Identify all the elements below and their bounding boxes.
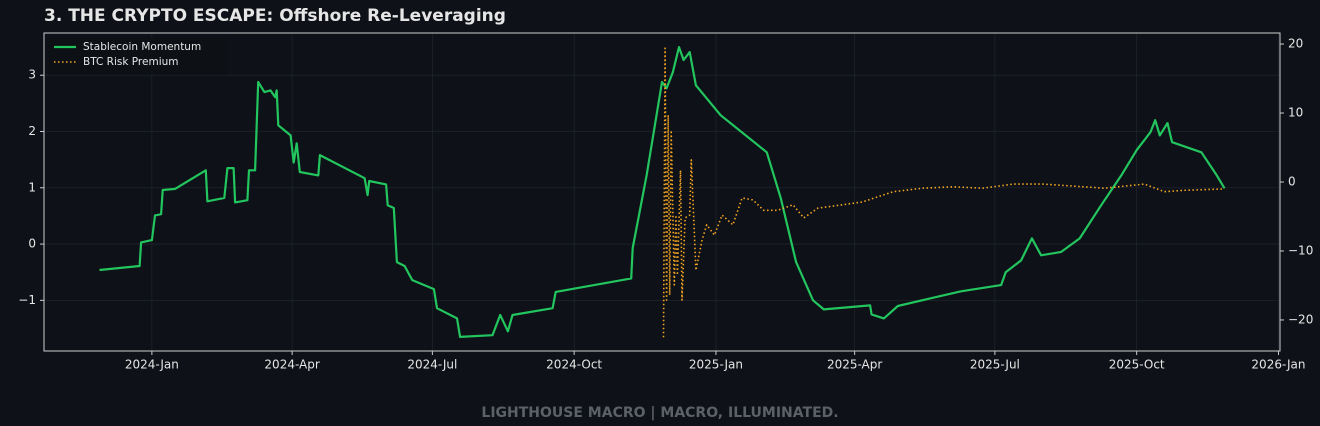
x-tick-label: 2025-Jan <box>689 358 743 372</box>
y-tick-label: 3 <box>28 68 36 82</box>
legend-label: Stablecoin Momentum <box>83 41 201 53</box>
x-tick-label: 2024-Jul <box>407 358 457 372</box>
y2-tick-label: −10 <box>1288 243 1313 257</box>
y-tick-label: 1 <box>28 180 36 194</box>
series-line <box>99 46 1226 338</box>
legend-box <box>48 37 228 75</box>
x-tick-label: 2026-Jan <box>1251 358 1305 372</box>
y2-tick-label: −20 <box>1288 312 1313 326</box>
x-tick-label: 2025-Jul <box>970 358 1020 372</box>
x-tick-label: 2024-Jan <box>125 358 179 372</box>
x-tick-label: 2024-Apr <box>264 358 319 372</box>
y2-tick-label: 10 <box>1288 106 1303 120</box>
chart-title: 3. THE CRYPTO ESCAPE: Offshore Re-Levera… <box>44 6 506 26</box>
y2-tick-label: 20 <box>1288 37 1303 51</box>
series-line <box>662 47 1225 338</box>
y-tick-label: 2 <box>28 124 36 138</box>
x-tick-label: 2025-Oct <box>1109 358 1165 372</box>
plot-frame <box>43 32 1281 352</box>
footer: LIGHTHOUSE MACRO | MACRO, ILLUMINATED. <box>481 405 838 421</box>
x-tick-label: 2025-Apr <box>827 358 882 372</box>
y-tick-label: 0 <box>28 237 36 251</box>
legend-label: BTC Risk Premium <box>83 56 179 68</box>
y2-tick-label: 0 <box>1288 174 1296 188</box>
x-tick-label: 2024-Oct <box>546 358 602 372</box>
y-tick-label: −1 <box>18 293 36 307</box>
